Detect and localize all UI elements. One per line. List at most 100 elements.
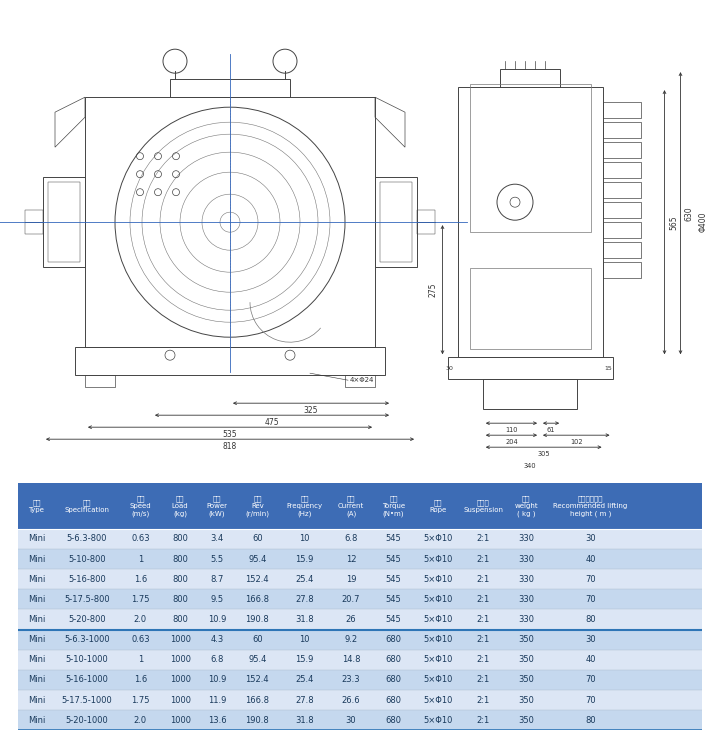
Text: 功率
Power
(kW): 功率 Power (kW) xyxy=(207,495,228,517)
Bar xyxy=(483,379,577,409)
Bar xyxy=(75,348,385,375)
Text: 2:1: 2:1 xyxy=(477,534,490,544)
Bar xyxy=(603,182,641,198)
Text: 305: 305 xyxy=(537,451,550,457)
Text: 818: 818 xyxy=(223,442,237,451)
Text: 型号
Type: 型号 Type xyxy=(29,499,45,513)
Text: 60: 60 xyxy=(252,635,263,644)
Text: 8.7: 8.7 xyxy=(210,574,224,583)
Text: 2:1: 2:1 xyxy=(477,574,490,583)
Text: 9.2: 9.2 xyxy=(345,635,358,644)
Text: 680: 680 xyxy=(385,696,402,705)
Text: 27.8: 27.8 xyxy=(295,595,314,604)
Text: 绳规
Rope: 绳规 Rope xyxy=(429,499,446,513)
Bar xyxy=(603,242,641,258)
Text: 5-10-1000: 5-10-1000 xyxy=(66,655,109,664)
Text: 330: 330 xyxy=(518,554,534,563)
Text: 166.8: 166.8 xyxy=(246,595,269,604)
Text: 曳引比
Suspension: 曳引比 Suspension xyxy=(463,499,503,513)
Text: 自重
weight
( kg ): 自重 weight ( kg ) xyxy=(514,495,538,517)
Text: 1000: 1000 xyxy=(170,696,191,705)
Text: 3.4: 3.4 xyxy=(210,534,224,544)
Bar xyxy=(18,649,702,670)
Text: Mini: Mini xyxy=(28,635,45,644)
Text: 载重
Load
(kg): 载重 Load (kg) xyxy=(172,495,189,517)
Text: 204: 204 xyxy=(505,439,518,445)
Text: 325: 325 xyxy=(304,406,318,415)
Text: 10.9: 10.9 xyxy=(208,615,226,624)
Text: 2:1: 2:1 xyxy=(477,676,490,685)
Text: Mini: Mini xyxy=(28,615,45,624)
Text: 5-10-800: 5-10-800 xyxy=(68,554,106,563)
Bar xyxy=(18,569,702,589)
Text: Φ400: Φ400 xyxy=(698,212,708,232)
Text: 152.4: 152.4 xyxy=(246,574,269,583)
Text: 800: 800 xyxy=(172,595,188,604)
Text: 545: 545 xyxy=(386,554,401,563)
Text: 1000: 1000 xyxy=(170,716,191,725)
Text: 14.8: 14.8 xyxy=(342,655,360,664)
Text: 电流
Current
(A): 电流 Current (A) xyxy=(338,495,364,517)
Bar xyxy=(48,182,80,262)
Text: 61: 61 xyxy=(547,427,555,433)
Text: 6.8: 6.8 xyxy=(210,655,224,664)
Text: 330: 330 xyxy=(518,615,534,624)
Text: 31.8: 31.8 xyxy=(295,615,314,624)
Text: 545: 545 xyxy=(386,595,401,604)
Text: 350: 350 xyxy=(518,655,534,664)
Text: 350: 350 xyxy=(518,676,534,685)
Text: 680: 680 xyxy=(385,655,402,664)
Text: 30: 30 xyxy=(585,635,596,644)
Text: 102: 102 xyxy=(570,439,582,445)
Text: 5×Φ10: 5×Φ10 xyxy=(423,676,453,685)
Bar xyxy=(457,87,603,357)
Text: 2:1: 2:1 xyxy=(477,716,490,725)
Text: 30: 30 xyxy=(346,716,356,725)
Text: 4.3: 4.3 xyxy=(210,635,224,644)
Bar xyxy=(469,268,590,349)
Text: Mini: Mini xyxy=(28,716,45,725)
Bar xyxy=(603,222,641,238)
Text: 70: 70 xyxy=(585,574,596,583)
Text: 545: 545 xyxy=(386,615,401,624)
Text: 26.6: 26.6 xyxy=(342,696,361,705)
Bar xyxy=(603,262,641,278)
Text: 60: 60 xyxy=(252,534,263,544)
Text: Mini: Mini xyxy=(28,574,45,583)
Text: 5×Φ10: 5×Φ10 xyxy=(423,716,453,725)
Text: 5×Φ10: 5×Φ10 xyxy=(423,595,453,604)
Text: 转矩
Torque
(N•m): 转矩 Torque (N•m) xyxy=(382,495,405,517)
Text: 2:1: 2:1 xyxy=(477,655,490,664)
Text: 2.0: 2.0 xyxy=(134,615,147,624)
Text: 680: 680 xyxy=(385,676,402,685)
Text: 1.75: 1.75 xyxy=(131,595,150,604)
Text: 19: 19 xyxy=(346,574,356,583)
Text: 12: 12 xyxy=(346,554,356,563)
Text: 5-17.5-1000: 5-17.5-1000 xyxy=(62,696,112,705)
Text: 800: 800 xyxy=(172,615,188,624)
Text: Mini: Mini xyxy=(28,696,45,705)
Text: 0.63: 0.63 xyxy=(131,635,150,644)
Text: 5×Φ10: 5×Φ10 xyxy=(423,655,453,664)
Text: 9.5: 9.5 xyxy=(210,595,224,604)
Text: 27.8: 27.8 xyxy=(295,696,314,705)
Bar xyxy=(18,670,702,690)
Text: 340: 340 xyxy=(523,463,536,469)
Text: 40: 40 xyxy=(585,655,595,664)
Text: 15.9: 15.9 xyxy=(295,554,314,563)
Text: 800: 800 xyxy=(172,534,188,544)
Text: 2:1: 2:1 xyxy=(477,635,490,644)
Text: 2:1: 2:1 xyxy=(477,595,490,604)
Text: 80: 80 xyxy=(585,716,596,725)
Bar xyxy=(85,375,115,387)
Text: 规格
Specification: 规格 Specification xyxy=(65,499,109,513)
Text: 10.9: 10.9 xyxy=(208,676,226,685)
Text: 565: 565 xyxy=(669,215,678,229)
Text: 1000: 1000 xyxy=(170,655,191,664)
Text: 0.63: 0.63 xyxy=(131,534,150,544)
Text: 5.5: 5.5 xyxy=(210,554,224,563)
Text: 535: 535 xyxy=(222,430,238,439)
Text: 545: 545 xyxy=(386,534,401,544)
Bar xyxy=(18,630,702,649)
Text: 25.4: 25.4 xyxy=(295,676,314,685)
